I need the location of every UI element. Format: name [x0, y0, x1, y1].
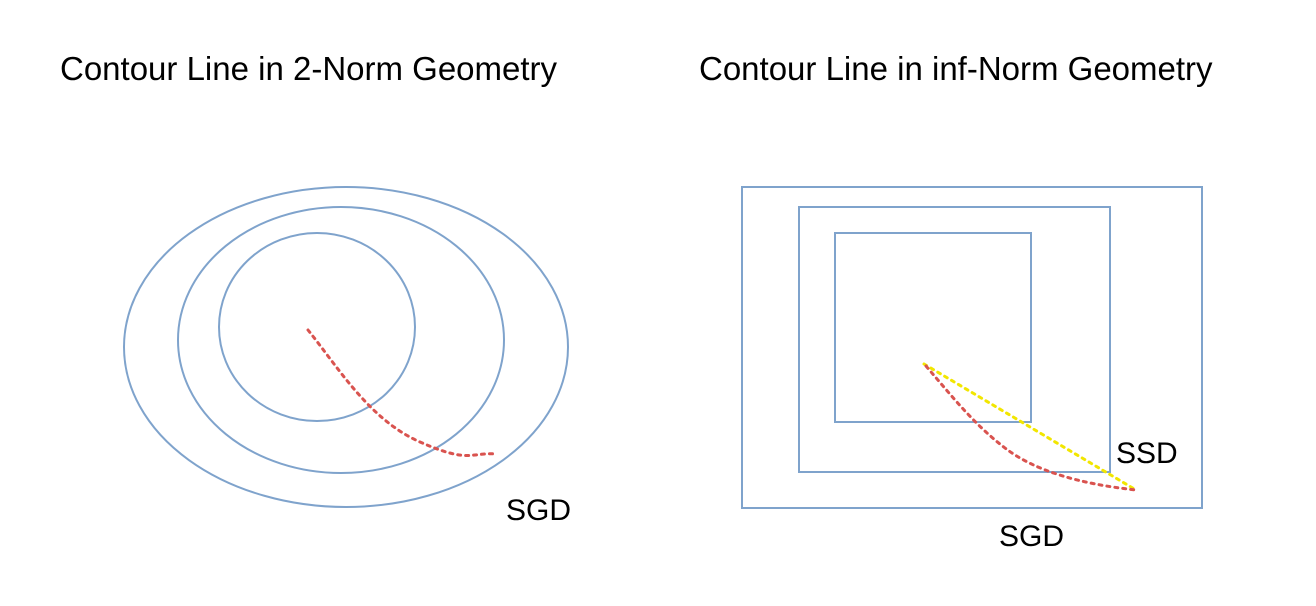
left-panel-contours: [123, 186, 569, 508]
left-panel-title: Contour Line in 2-Norm Geometry: [60, 50, 558, 87]
sgd-label-left: SGD: [506, 494, 571, 527]
contour-square-inner: [834, 232, 1032, 423]
right-panel-contours: [741, 186, 1203, 509]
sgd-path-right: [924, 364, 1138, 492]
ssd-path: [922, 362, 1138, 492]
sgd-label-right: SGD: [999, 520, 1064, 553]
contour-square-middle: [798, 206, 1111, 473]
sgd-path-left: [306, 328, 499, 457]
right-panel-title: Contour Line in inf-Norm Geometry: [699, 50, 1213, 87]
contour-ellipse-outer: [123, 186, 569, 508]
ssd-label: SSD: [1116, 437, 1178, 470]
contour-square-outer: [741, 186, 1203, 509]
contour-ellipse-middle: [177, 206, 505, 474]
contour-ellipse-inner: [218, 232, 416, 422]
